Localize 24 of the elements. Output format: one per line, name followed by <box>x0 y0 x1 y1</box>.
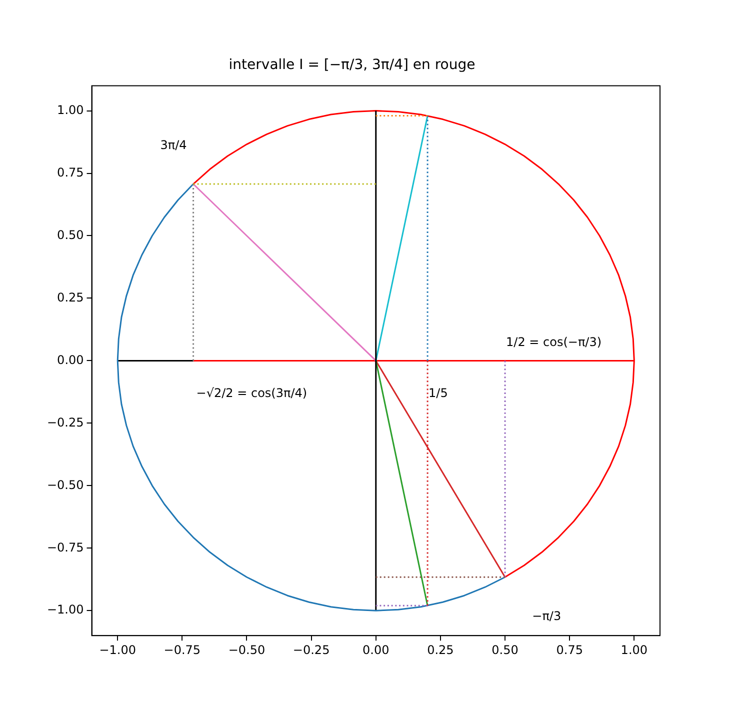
y-tick-label: 0.50 <box>57 228 84 242</box>
x-tick-label: 0.75 <box>556 642 583 657</box>
annotation: −π/3 <box>532 609 562 624</box>
annotation: 1/2 = cos(−π/3) <box>506 334 602 349</box>
x-tick-label: 0.00 <box>362 642 390 657</box>
x-tick-label: −1.00 <box>99 642 136 657</box>
annotation: −√2/2 = cos(3π/4) <box>196 386 308 400</box>
y-tick-label: −1.00 <box>46 602 84 617</box>
x-tick-label: −0.75 <box>164 642 201 657</box>
x-tick-label: 0.50 <box>492 642 518 657</box>
y-tick-label: 1.00 <box>57 102 84 117</box>
annotation: 1/5 <box>428 386 448 400</box>
y-tick-label: −0.50 <box>46 478 84 492</box>
x-tick-label: −0.50 <box>228 642 266 657</box>
annotation: 3π/4 <box>160 138 187 152</box>
y-tick-label: 0.25 <box>57 290 84 304</box>
x-tick-label: −0.25 <box>292 642 330 657</box>
chart-title: intervalle I = [−π/3, 3π/4] en rouge <box>228 57 476 74</box>
y-tick-label: 0.00 <box>57 352 84 367</box>
y-tick-label: −0.25 <box>46 415 84 430</box>
y-tick-label: −0.75 <box>46 540 84 554</box>
x-tick-label: 1.00 <box>620 642 648 657</box>
x-tick-label: 0.25 <box>427 642 454 657</box>
y-tick-label: 0.75 <box>57 165 84 180</box>
